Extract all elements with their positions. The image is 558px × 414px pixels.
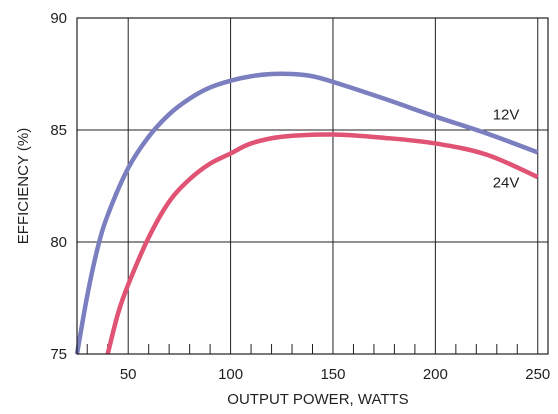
series-label-12v: 12V — [493, 107, 520, 124]
x-tick-label-200: 200 — [423, 366, 448, 383]
grid-lines — [77, 18, 548, 354]
x-tick-label-250: 250 — [525, 366, 550, 383]
minor-ticks — [86, 344, 518, 354]
series-label-24v: 24V — [493, 174, 520, 191]
x-tick-label-100: 100 — [218, 366, 243, 383]
x-axis-title: OUTPUT POWER, WATTS — [227, 391, 408, 408]
y-tick-label-75: 75 — [50, 346, 67, 363]
series-lines — [74, 71, 539, 355]
x-tick-label-150: 150 — [320, 366, 345, 383]
x-tick-label-50: 50 — [120, 366, 137, 383]
series-line-24v — [105, 132, 539, 355]
plot-frame — [76, 17, 549, 355]
y-tick-label-90: 90 — [50, 10, 67, 27]
y-tick-label-85: 85 — [50, 122, 67, 139]
y-axis-title: EFFICIENCY (%) — [15, 128, 32, 244]
tick-labels: 50 100 150 200 250 75 80 85 90 12V 24V — [50, 10, 550, 383]
series-line-12v — [74, 71, 539, 355]
y-tick-label-80: 80 — [50, 234, 67, 251]
